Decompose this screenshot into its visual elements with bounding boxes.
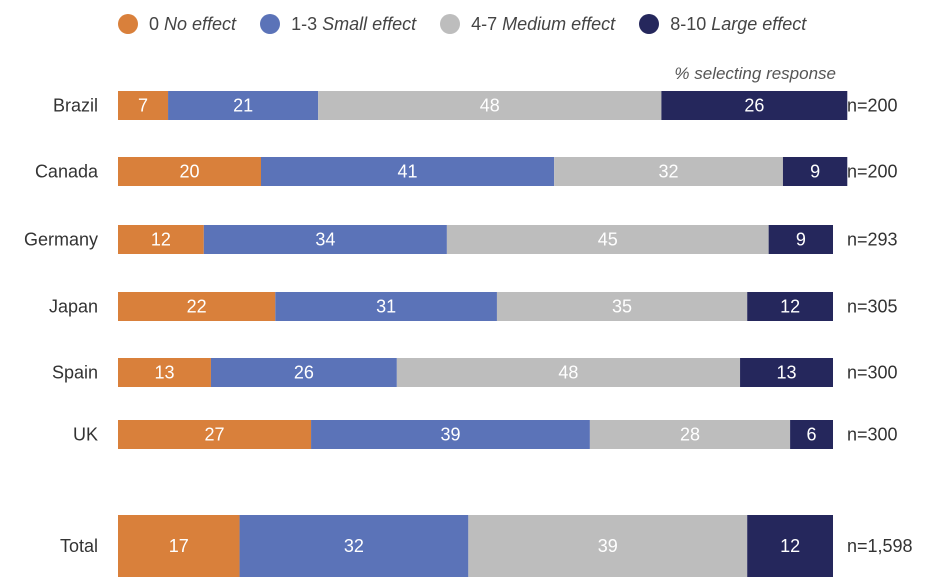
sample-size-label: n=200 (847, 96, 898, 116)
bar-segment (790, 420, 833, 449)
sample-size-label: n=1,598 (847, 536, 913, 556)
data-label: 13 (154, 363, 174, 383)
data-label: 34 (315, 230, 335, 250)
category-label: Germany (24, 230, 98, 250)
bar-segment (203, 225, 447, 254)
data-label: 39 (440, 425, 460, 445)
legend-swatch (440, 14, 461, 34)
bar-segment (118, 358, 211, 387)
category-label: Spain (52, 363, 98, 383)
bar-segment (275, 292, 497, 321)
bar-segment (168, 91, 319, 120)
bar-segment (554, 157, 783, 186)
data-label: 27 (205, 425, 225, 445)
data-label: 12 (151, 230, 171, 250)
data-label: 12 (780, 297, 800, 317)
data-label: 32 (344, 536, 364, 556)
legend-code: 8-10 (670, 13, 707, 34)
data-label: 17 (169, 536, 189, 556)
bar-segment (496, 292, 748, 321)
bar-segment (589, 420, 791, 449)
data-label: 35 (612, 297, 632, 317)
data-label: 6 (807, 425, 817, 445)
legend-label: Small effect (322, 13, 417, 34)
legend-code: 0 (149, 13, 160, 34)
bar-segment (747, 515, 833, 577)
legend-code: 4-7 (471, 13, 498, 34)
legend-swatch (639, 14, 660, 34)
legend-code: 1-3 (291, 13, 318, 34)
bar-segment (396, 358, 741, 387)
bar-segment (261, 157, 555, 186)
legend-item: 0 No effect (118, 14, 236, 35)
legend-item: 8-10 Large effect (639, 14, 806, 35)
data-label: 26 (294, 363, 314, 383)
legend-label: No effect (164, 13, 237, 34)
bar-segment (118, 225, 204, 254)
bar-segment (661, 91, 848, 120)
sample-size-label: n=300 (847, 425, 898, 445)
bar-segment (446, 225, 769, 254)
bar-segment (118, 292, 276, 321)
legend-swatch (118, 14, 138, 34)
data-label: 45 (598, 230, 618, 250)
bar-segment (768, 225, 833, 254)
category-label: Japan (49, 297, 98, 317)
chart-legend: 0 No effect 1-3 Small effect 4-7 Medium effec… (118, 10, 806, 38)
data-label: 39 (598, 536, 618, 556)
sample-size-label: n=305 (847, 297, 898, 317)
data-label: 7 (138, 96, 148, 116)
bar-segment (239, 515, 469, 577)
legend-item: 1-3 Small effect (260, 14, 416, 35)
bar-segment (782, 157, 848, 186)
data-label: 9 (810, 162, 820, 182)
sample-size-label: n=293 (847, 230, 898, 250)
data-label: 48 (558, 363, 578, 383)
data-label: 26 (744, 96, 764, 116)
data-label: 13 (777, 363, 797, 383)
bar-segment (210, 358, 397, 387)
data-label: 9 (796, 230, 806, 250)
data-label: 21 (233, 96, 253, 116)
data-label: 48 (480, 96, 500, 116)
category-label: Canada (35, 162, 99, 182)
data-label: 31 (376, 297, 396, 317)
category-label: UK (73, 425, 98, 445)
category-label: Total (60, 536, 98, 556)
chart-note: % selecting response (674, 64, 836, 83)
data-label: 28 (680, 425, 700, 445)
sample-size-label: n=200 (847, 162, 898, 182)
bar-segment (118, 420, 312, 449)
bar-segment (118, 91, 169, 120)
data-label: 41 (398, 162, 418, 182)
legend-item: 4-7 Medium effect (440, 14, 615, 35)
bar-segment (468, 515, 748, 577)
bar-segment (747, 292, 833, 321)
data-label: 32 (659, 162, 679, 182)
data-label: 20 (179, 162, 199, 182)
bar-segment (740, 358, 833, 387)
legend-label: Medium effect (502, 13, 616, 34)
bar-segment (311, 420, 590, 449)
bar-segment (118, 157, 261, 186)
legend-label: Large effect (711, 13, 807, 34)
bar-segment (118, 515, 240, 577)
bar-segment (318, 91, 662, 120)
legend-swatch (260, 14, 281, 34)
category-label: Brazil (53, 96, 98, 116)
data-label: 12 (780, 536, 800, 556)
data-label: 22 (187, 297, 207, 317)
sample-size-label: n=300 (847, 363, 898, 383)
